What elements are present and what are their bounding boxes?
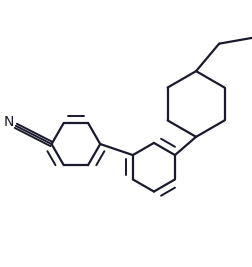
Text: N: N bbox=[4, 115, 14, 129]
